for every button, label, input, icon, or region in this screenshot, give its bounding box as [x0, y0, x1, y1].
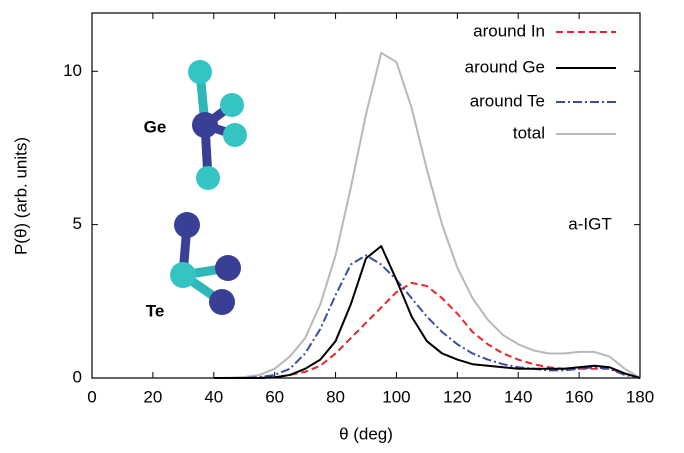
molecule-ge — [188, 60, 247, 190]
x-tick-label: 60 — [265, 387, 284, 406]
x-tick-label: 40 — [204, 387, 223, 406]
x-tick-label: 100 — [382, 387, 410, 406]
y-axis-label: P(θ) (arb. units) — [11, 137, 30, 255]
plot-frame — [91, 12, 641, 379]
legend-label: around Te — [470, 91, 545, 110]
x-axis-label: θ (deg) — [339, 424, 393, 443]
x-tick-label: 80 — [326, 387, 345, 406]
molecule-te — [170, 212, 241, 315]
series-line — [213, 254, 641, 379]
y-tick-label: 5 — [73, 214, 82, 233]
legend-label: total — [513, 123, 545, 142]
x-tick-label: 140 — [504, 387, 532, 406]
legend-label: around In — [473, 21, 545, 40]
x-tick-label: 20 — [143, 387, 162, 406]
y-tick-label: 0 — [73, 367, 82, 386]
x-tick-label: 0 — [87, 387, 96, 406]
annotation: a-IGT — [568, 214, 611, 233]
annotation: Te — [146, 301, 165, 320]
series-line — [213, 51, 641, 379]
x-tick-label: 180 — [626, 387, 654, 406]
annotation: Ge — [144, 117, 167, 136]
y-tick-label: 10 — [63, 61, 82, 80]
series-line — [213, 245, 641, 379]
x-tick-label: 120 — [443, 387, 471, 406]
x-tick-label: 160 — [565, 387, 593, 406]
legend-label: around Ge — [465, 57, 545, 76]
series-line — [213, 281, 641, 379]
